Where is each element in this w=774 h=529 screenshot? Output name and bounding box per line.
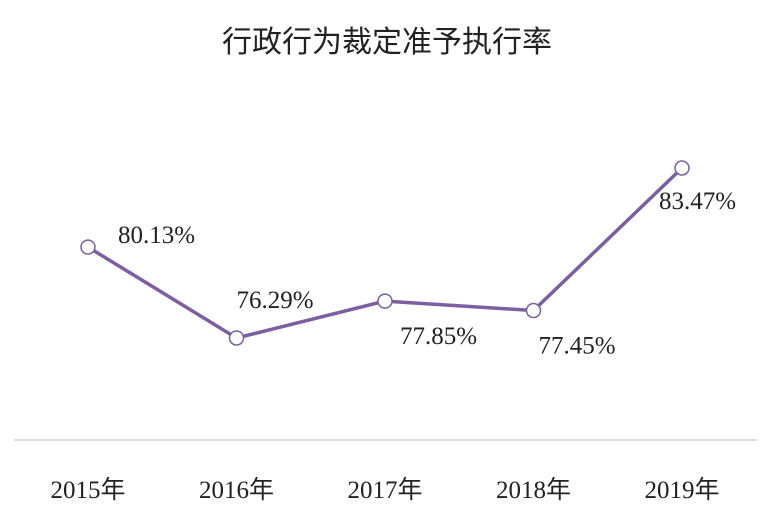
data-label-2: 77.85%: [400, 323, 477, 350]
data-point-2: [377, 293, 393, 309]
x-tick-label-3: 2018年: [496, 476, 571, 504]
data-label-3: 77.45%: [539, 333, 616, 360]
x-tick-label-2: 2017年: [347, 476, 422, 504]
x-tick-label-4: 2019年: [644, 476, 719, 504]
x-tick-layer: 2015年 2016年 2017年 2018年 2019年: [50, 476, 719, 504]
data-label-4: 83.47%: [659, 188, 736, 215]
data-point-0: [80, 239, 96, 255]
series-layer: [80, 160, 690, 346]
chart-title: 行政行为裁定准予执行率: [222, 25, 552, 60]
data-label-layer: 80.13% 76.29% 77.85% 77.45% 83.47%: [118, 188, 736, 360]
data-point-3: [525, 302, 542, 319]
series-line: [87, 166, 684, 340]
x-tick-label-0: 2015年: [50, 476, 125, 504]
data-point-1: [228, 330, 245, 346]
data-label-0: 80.13%: [118, 222, 195, 249]
data-point-4: [674, 160, 690, 176]
data-label-1: 76.29%: [237, 287, 314, 314]
x-tick-label-1: 2016年: [199, 476, 274, 504]
